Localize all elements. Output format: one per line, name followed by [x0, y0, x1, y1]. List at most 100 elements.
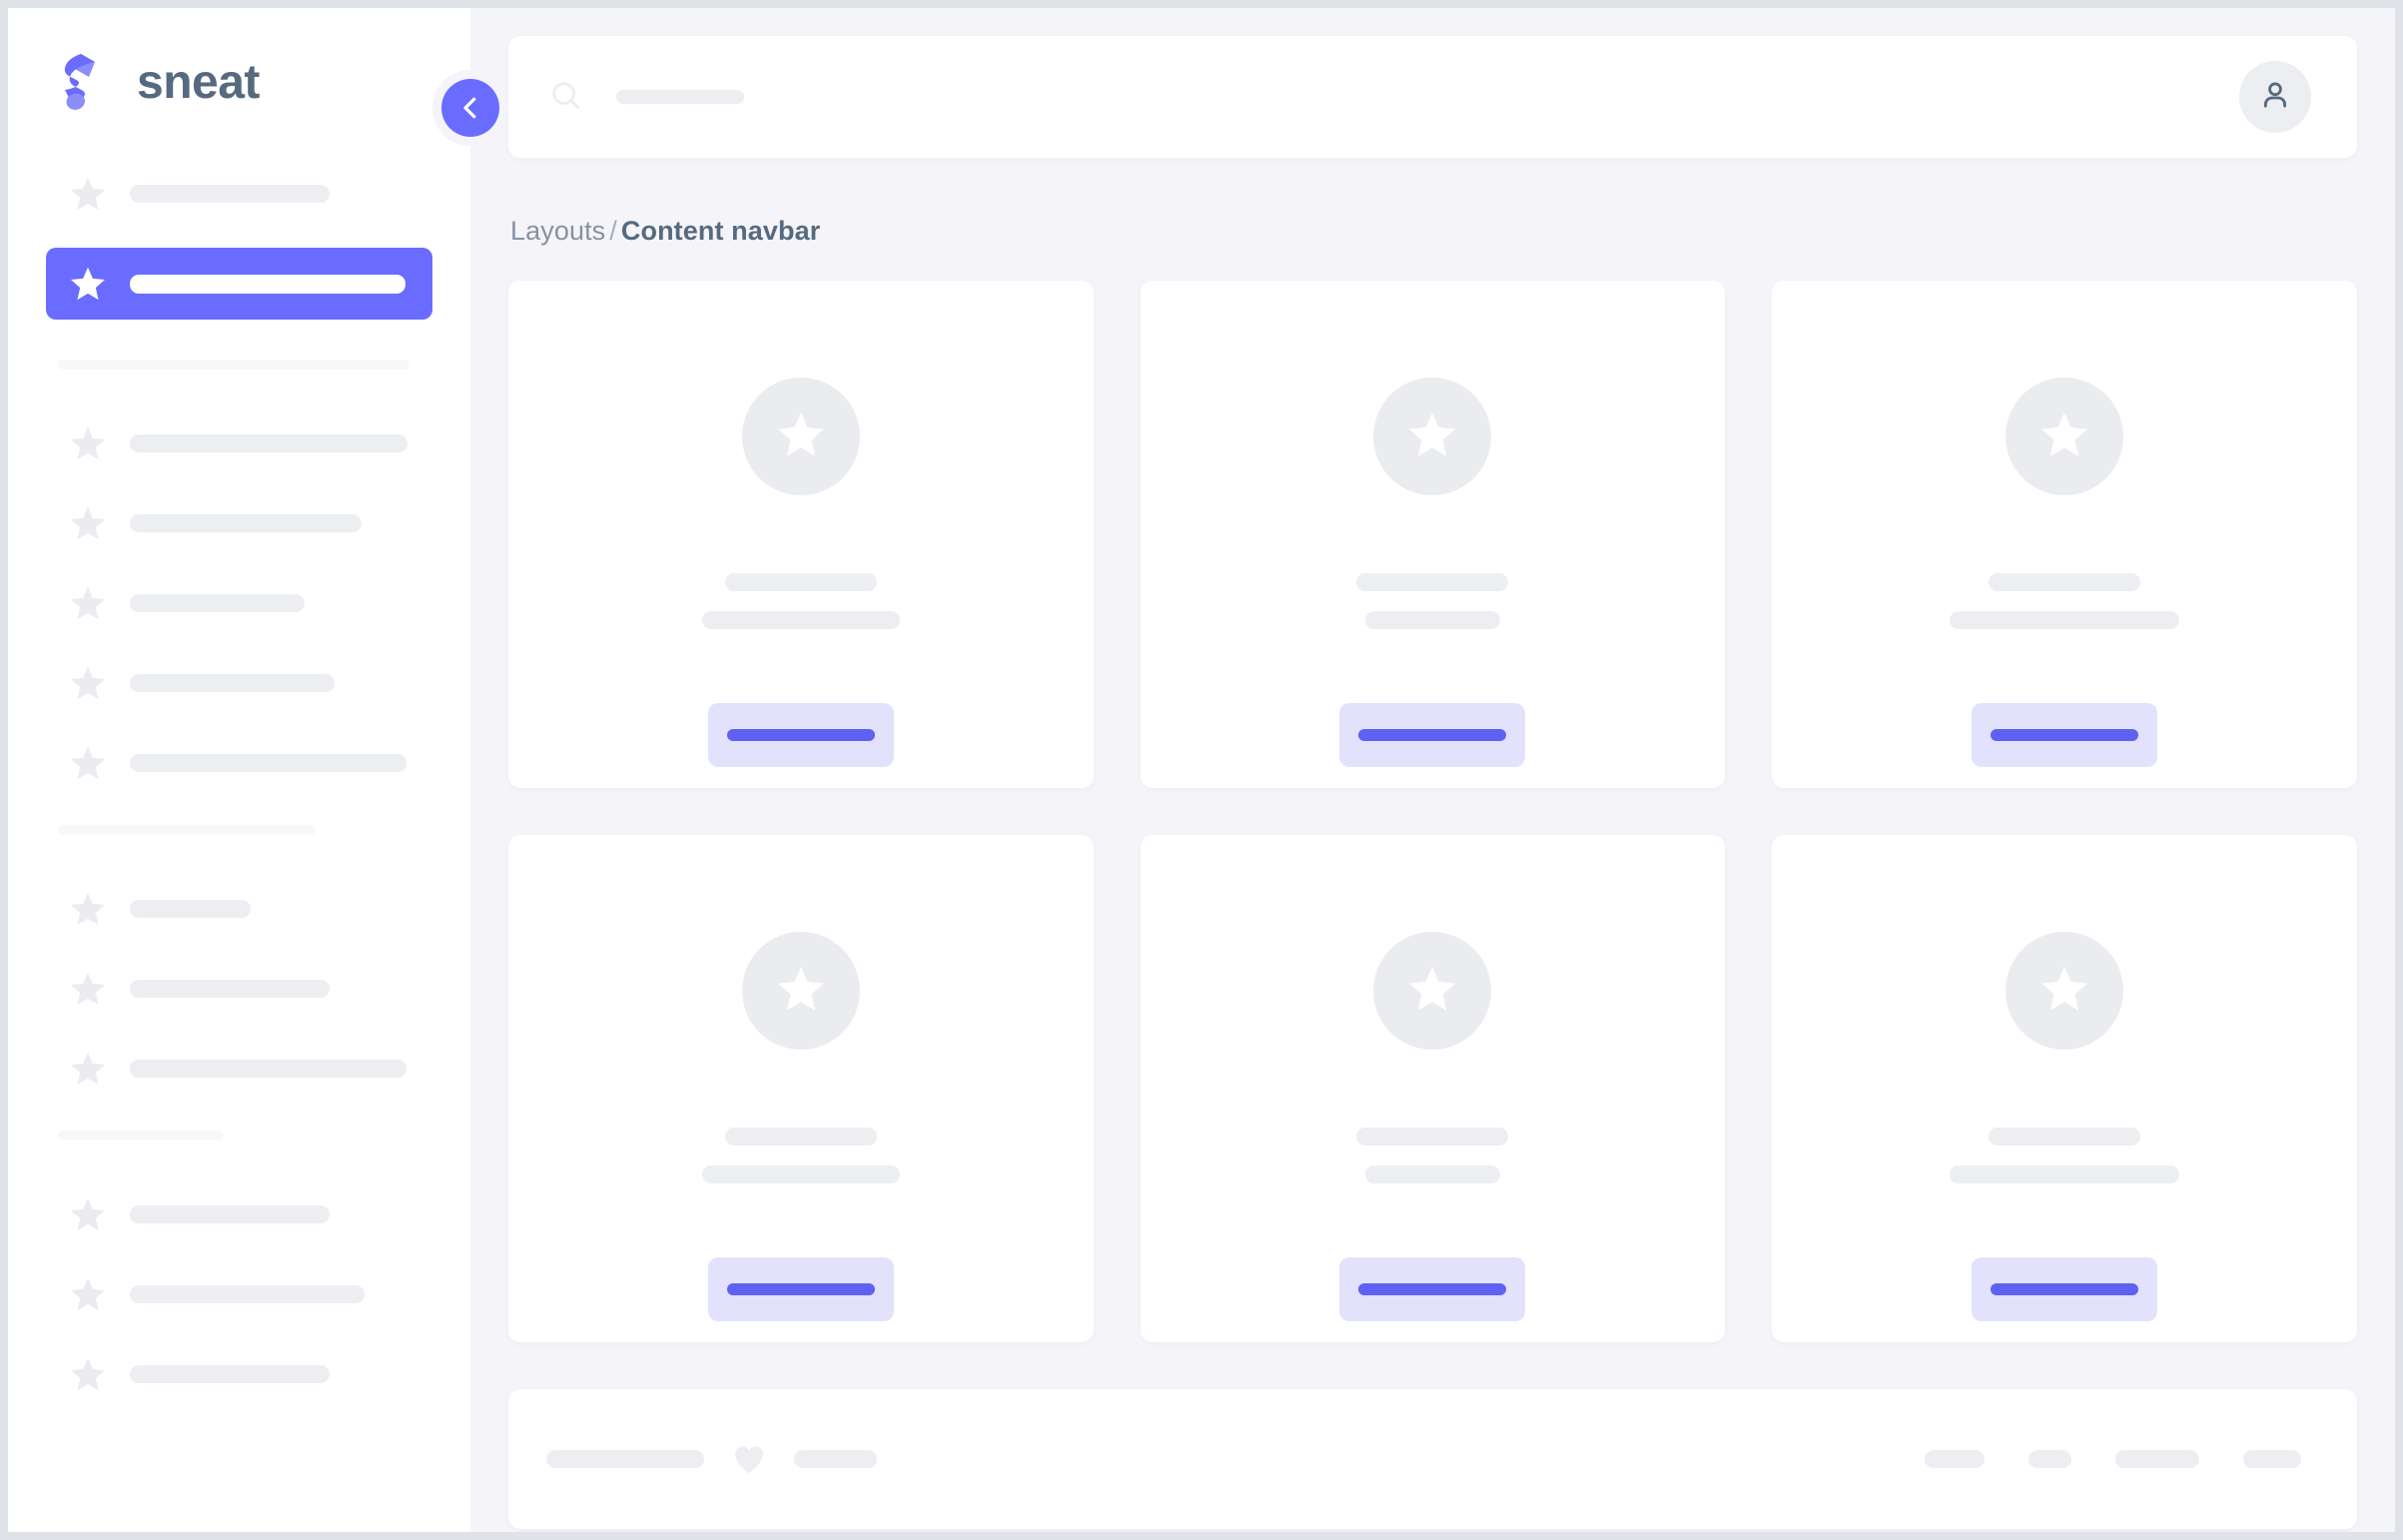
card-title-skeleton [1989, 573, 2141, 591]
breadcrumb-separator: / [609, 216, 617, 246]
sidebar-item-label [130, 274, 405, 294]
brand-name: sneat [137, 55, 260, 109]
footer-left-skeleton[interactable] [794, 1450, 877, 1468]
card-title-skeleton [1356, 573, 1509, 591]
heart-icon[interactable] [730, 1440, 768, 1478]
app-window: sneat [8, 8, 2395, 1532]
sidebar-item-label [130, 1205, 330, 1223]
card-action-button[interactable] [1972, 703, 2158, 767]
sidebar-item[interactable] [46, 883, 432, 935]
sidebar-item[interactable] [46, 1348, 432, 1400]
sidebar-item[interactable] [46, 168, 432, 220]
sidebar-item[interactable] [46, 577, 432, 629]
star-icon [1405, 407, 1459, 466]
sidebar-item-active[interactable] [46, 248, 432, 320]
card-title-skeleton [724, 1128, 877, 1146]
card-action-button-label [1358, 1283, 1507, 1295]
sidebar-item[interactable] [46, 417, 432, 469]
card-title-skeleton [1989, 1128, 2141, 1146]
footer-right-skeleton[interactable] [1925, 1450, 1985, 1468]
content-card [1140, 281, 1726, 788]
card-avatar [2005, 932, 2124, 1050]
sidebar-item[interactable] [46, 737, 432, 789]
card-subtitle-skeleton [1364, 611, 1500, 629]
card-action-button-label [726, 729, 875, 741]
card-avatar [1373, 378, 1492, 495]
sidebar-item[interactable] [46, 963, 432, 1015]
star-icon [68, 969, 108, 1009]
star-icon [68, 423, 108, 463]
sneat-logo-icon [51, 50, 115, 114]
breadcrumb-parent[interactable]: Layouts [510, 216, 606, 246]
search-input[interactable] [616, 90, 744, 104]
content-card [1140, 835, 1726, 1342]
search-icon [548, 78, 582, 117]
sidebar-item[interactable] [46, 1188, 432, 1240]
sidebar-item-label [130, 674, 335, 692]
footer-right-group [1925, 1450, 2301, 1468]
sidebar-item[interactable] [46, 657, 432, 709]
footer-bar [508, 1389, 2357, 1529]
star-icon [68, 1049, 108, 1089]
content-card [1772, 835, 2357, 1342]
breadcrumb-current: Content navbar [620, 216, 821, 246]
footer-right-skeleton[interactable] [2028, 1450, 2071, 1468]
card-action-button[interactable] [1972, 1257, 2158, 1321]
sidebar-divider [58, 360, 409, 370]
star-icon [2037, 407, 2091, 466]
footer-left-group [546, 1440, 877, 1478]
star-icon [774, 407, 828, 466]
star-icon [68, 743, 108, 783]
sidebar-item-label [130, 1285, 365, 1303]
star-icon [68, 1274, 108, 1314]
content-card [508, 835, 1094, 1342]
card-action-button[interactable] [707, 703, 894, 767]
card-action-button[interactable] [1339, 703, 1526, 767]
card-avatar [1373, 932, 1492, 1050]
card-title-skeleton [1356, 1128, 1509, 1146]
sidebar-item[interactable] [46, 497, 432, 549]
sidebar-item-label [130, 1060, 406, 1078]
card-action-button-label [1991, 1283, 2139, 1295]
star-icon [68, 1194, 108, 1234]
sidebar-item-label [130, 594, 305, 612]
sidebar-item[interactable] [46, 1268, 432, 1320]
star-icon [2037, 962, 2091, 1021]
star-icon [68, 663, 108, 703]
content-card [508, 281, 1094, 788]
card-action-button-label [1991, 729, 2139, 741]
star-icon [1405, 962, 1459, 1021]
sidebar-divider [58, 825, 316, 835]
card-action-button-label [726, 1283, 875, 1295]
star-icon [774, 962, 828, 1021]
sidebar-item-label [130, 900, 251, 918]
card-subtitle-skeleton [1950, 611, 2180, 629]
sidebar-item-label [130, 980, 330, 998]
card-avatar [741, 378, 860, 495]
sidebar-item[interactable] [46, 1043, 432, 1095]
search-area[interactable] [548, 78, 2239, 117]
brand-logo-area[interactable]: sneat [46, 8, 432, 156]
sidebar-item-label [130, 185, 330, 203]
sidebar-collapse-button[interactable] [432, 70, 508, 146]
user-avatar-icon [2257, 77, 2293, 118]
card-action-button-label [1358, 729, 1507, 741]
card-subtitle-skeleton [1950, 1165, 2180, 1183]
sidebar-item-label [130, 434, 407, 452]
user-menu-button[interactable] [2239, 61, 2311, 133]
star-icon [68, 503, 108, 543]
card-avatar [741, 932, 860, 1050]
sidebar-item-label [130, 754, 406, 772]
footer-right-skeleton[interactable] [2243, 1450, 2301, 1468]
card-title-skeleton [724, 573, 877, 591]
card-grid [508, 281, 2357, 1342]
star-icon [68, 264, 108, 304]
card-avatar [2005, 378, 2124, 495]
footer-right-skeleton[interactable] [2115, 1450, 2199, 1468]
card-action-button[interactable] [707, 1257, 894, 1321]
breadcrumb: Layouts / Content navbar [510, 216, 2357, 247]
card-subtitle-skeleton [701, 611, 900, 629]
star-icon [68, 583, 108, 623]
card-action-button[interactable] [1339, 1257, 1526, 1321]
footer-left-skeleton[interactable] [546, 1450, 704, 1468]
